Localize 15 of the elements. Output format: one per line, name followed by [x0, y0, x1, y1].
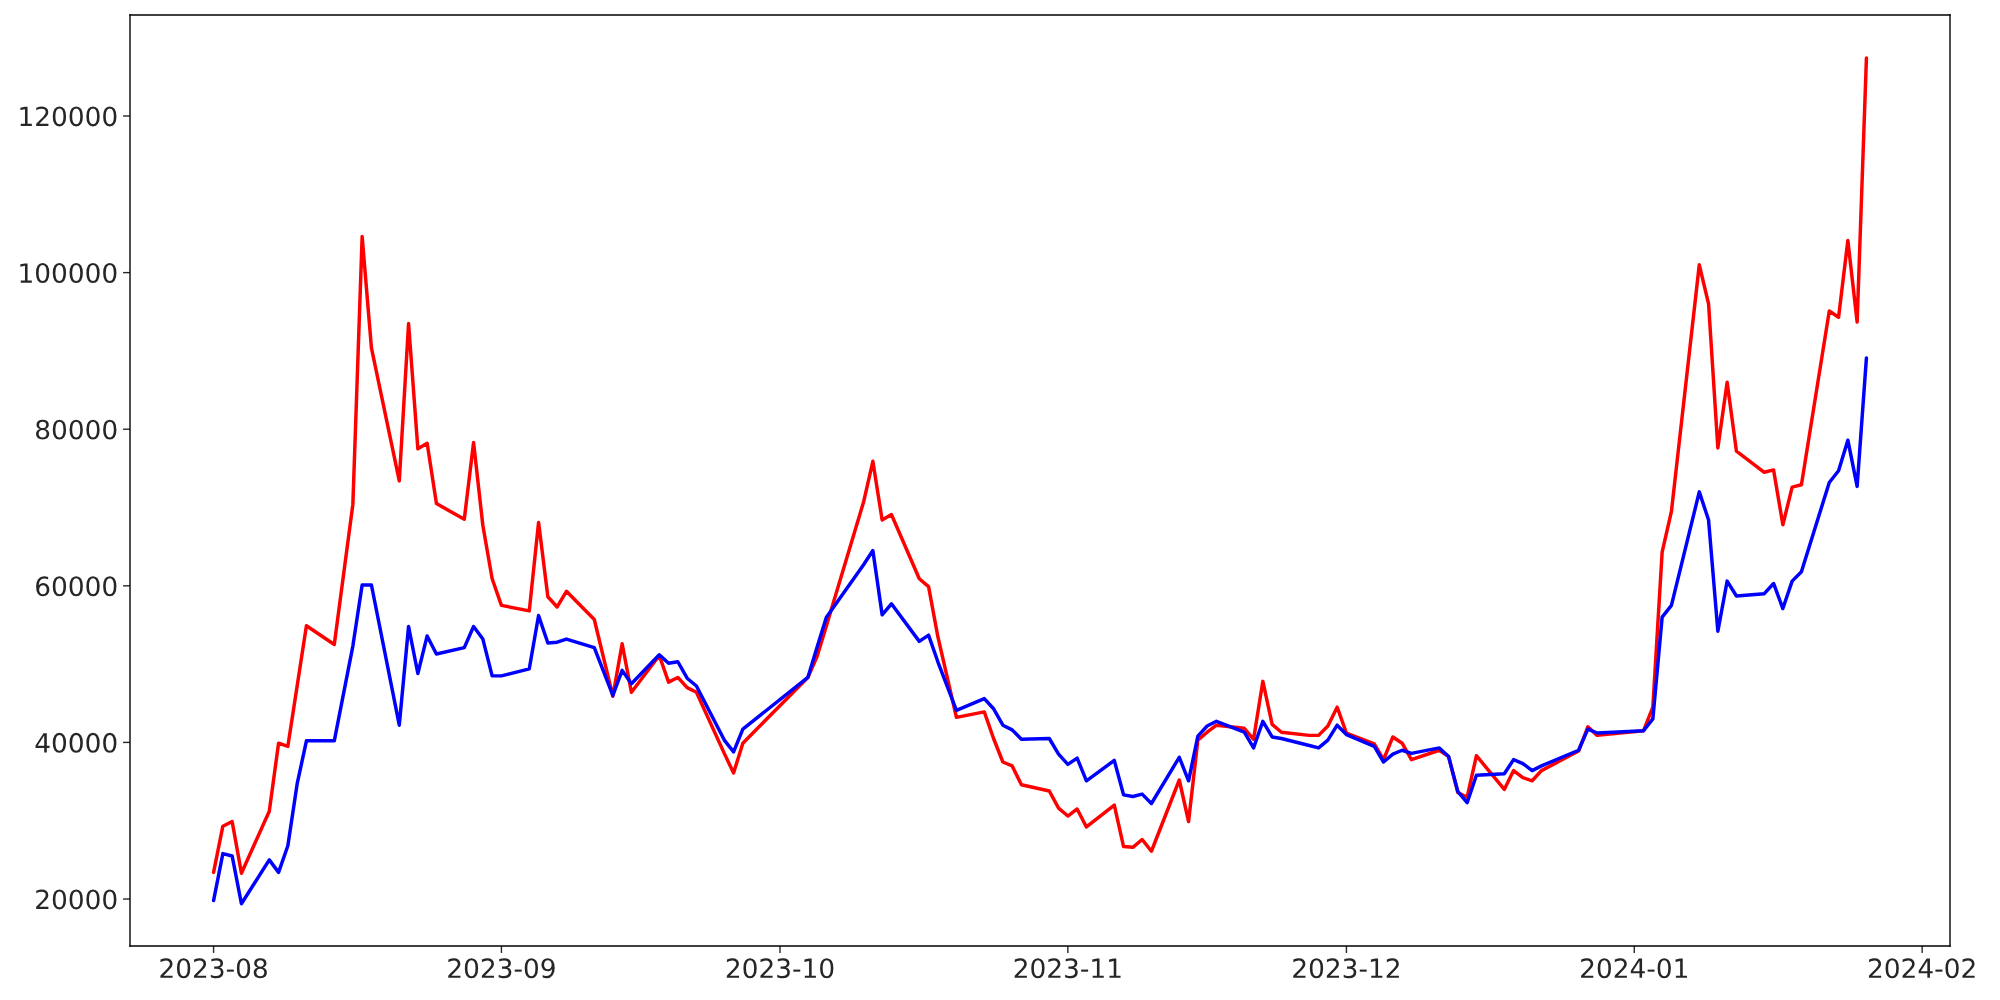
- x-tick-label: 2024-02: [1868, 958, 1975, 979]
- y-tick-label: 120000: [20, 106, 117, 127]
- x-tick-label: 2023-12: [1293, 958, 1399, 979]
- y-tick-label: 40000: [35, 732, 117, 753]
- y-tick-label: 80000: [36, 419, 117, 440]
- y-tick-label: 100000: [20, 263, 117, 284]
- line-series: [211, 56, 1869, 875]
- x-tick-label: 2024-01: [1581, 958, 1687, 979]
- y-tick-label: 20000: [36, 889, 117, 910]
- x-tick-label: 2023-11: [1014, 958, 1121, 979]
- y-tick-label: 60000: [36, 576, 117, 597]
- x-tick-label: 2023-08: [160, 958, 267, 979]
- x-tick-label: 2023-10: [726, 958, 834, 979]
- x-tick-label: 2023-09: [448, 958, 555, 979]
- line-series: [211, 356, 1869, 906]
